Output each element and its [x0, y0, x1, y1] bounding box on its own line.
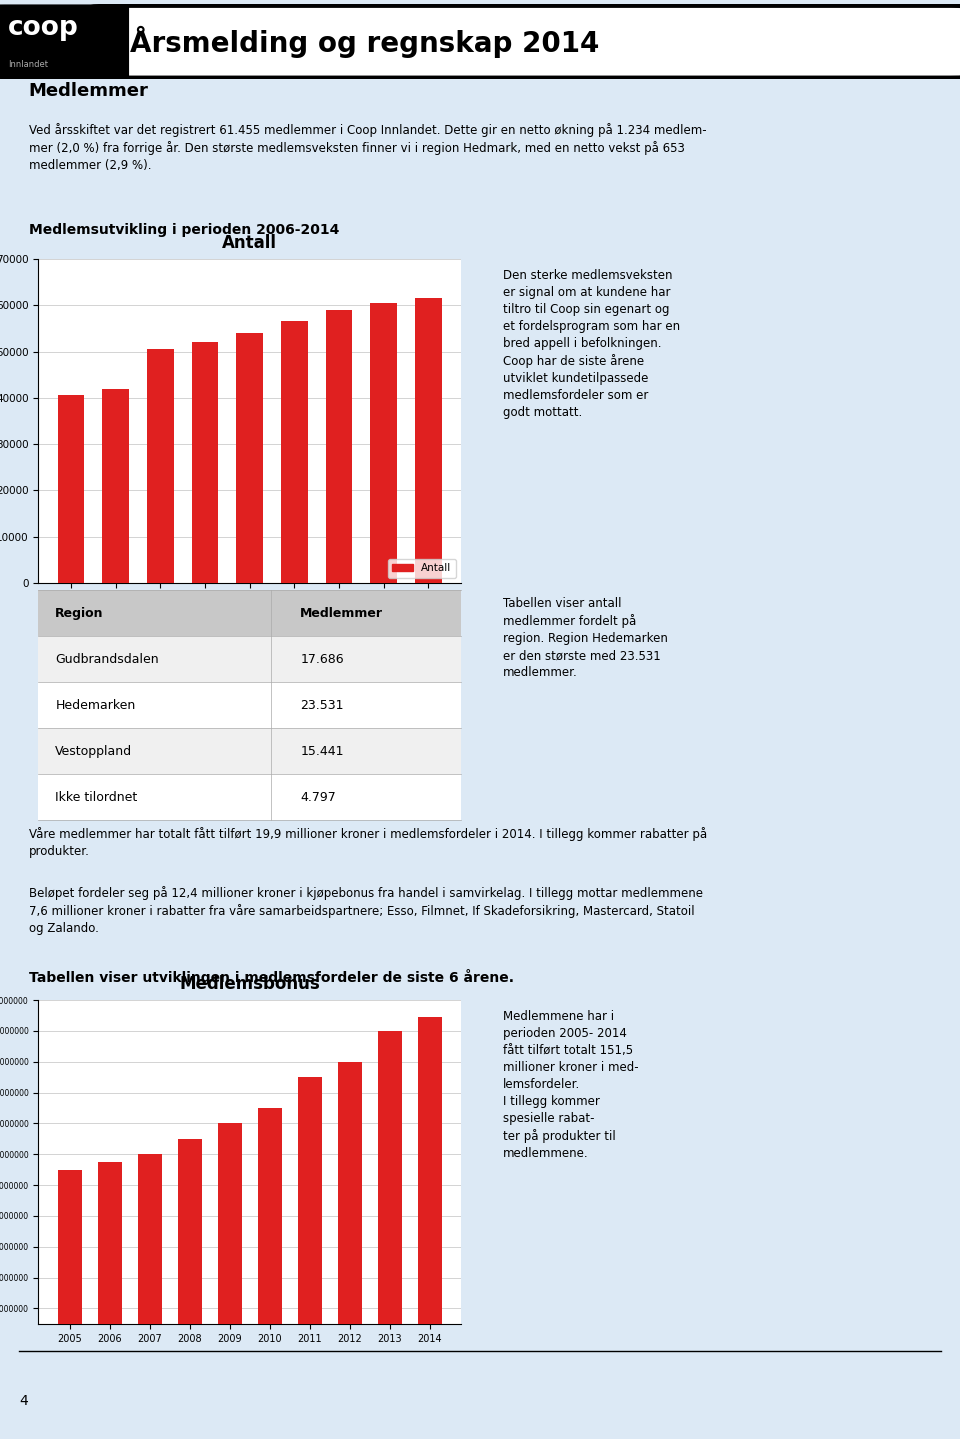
Bar	[325, 309, 352, 583]
Text: 17.686: 17.686	[300, 652, 344, 666]
Legend: Antall: Antall	[388, 560, 456, 577]
Bar	[178, 1138, 202, 1324]
Bar	[236, 332, 263, 583]
Bar	[58, 396, 84, 583]
Bar	[38, 774, 461, 820]
Bar	[218, 1124, 242, 1324]
Bar	[38, 728, 461, 774]
FancyBboxPatch shape	[0, 6, 128, 78]
FancyBboxPatch shape	[91, 6, 960, 78]
Bar	[371, 304, 396, 583]
Bar	[58, 1170, 82, 1324]
Text: Medlemmene har i
perioden 2005- 2014
fått tilført totalt 151,5
millioner kroner : Medlemmene har i perioden 2005- 2014 fåt…	[503, 1010, 638, 1160]
Bar	[338, 1062, 362, 1324]
Text: Region: Region	[56, 606, 104, 620]
Bar	[298, 1078, 322, 1324]
Text: 4: 4	[19, 1394, 28, 1409]
Text: Den sterke medlemsveksten
er signal om at kundene har
tiltro til Coop sin egenar: Den sterke medlemsveksten er signal om a…	[503, 269, 680, 419]
Text: 15.441: 15.441	[300, 744, 344, 758]
Bar	[415, 298, 442, 583]
Text: Medlemmer: Medlemmer	[29, 82, 149, 101]
Title: Medlemsbonus: Medlemsbonus	[180, 976, 320, 993]
Text: Innlandet: Innlandet	[8, 59, 48, 69]
Text: Våre medlemmer har totalt fått tilført 19,9 millioner kroner i medlemsfordeler i: Våre medlemmer har totalt fått tilført 1…	[29, 827, 707, 859]
Bar	[38, 636, 461, 682]
Text: Hedemarken: Hedemarken	[56, 698, 135, 712]
Text: Tabellen viser antall
medlemmer fordelt på
region. Region Hedemarken
er den stør: Tabellen viser antall medlemmer fordelt …	[503, 597, 667, 679]
Text: Medlemmer: Medlemmer	[300, 606, 383, 620]
Bar	[147, 350, 174, 583]
Bar	[281, 321, 307, 583]
Text: Vestoppland: Vestoppland	[56, 744, 132, 758]
Text: 4.797: 4.797	[300, 790, 336, 804]
Bar	[103, 389, 129, 583]
Bar	[137, 1154, 161, 1324]
Bar	[257, 1108, 281, 1324]
Text: Medlemsutvikling i perioden 2006-2014: Medlemsutvikling i perioden 2006-2014	[29, 223, 339, 237]
Text: Årsmelding og regnskap 2014: Årsmelding og regnskap 2014	[130, 26, 599, 58]
Bar	[192, 342, 218, 583]
Bar	[98, 1163, 122, 1324]
Text: coop: coop	[8, 16, 79, 42]
Text: 23.531: 23.531	[300, 698, 344, 712]
Title: Antall: Antall	[222, 235, 277, 252]
Bar	[418, 1017, 442, 1324]
Text: Ikke tilordnet: Ikke tilordnet	[56, 790, 137, 804]
Bar	[38, 682, 461, 728]
Text: Ved årsskiftet var det registrert 61.455 medlemmer i Coop Innlandet. Dette gir e: Ved årsskiftet var det registrert 61.455…	[29, 122, 707, 171]
Text: Tabellen viser utviklingen i medlemsfordeler de siste 6 årene.: Tabellen viser utviklingen i medlemsford…	[29, 968, 514, 986]
Bar	[38, 590, 461, 636]
Bar	[377, 1030, 401, 1324]
Text: Gudbrandsdalen: Gudbrandsdalen	[56, 652, 159, 666]
Text: Beløpet fordeler seg på 12,4 millioner kroner i kjøpebonus fra handel i samvirke: Beløpet fordeler seg på 12,4 millioner k…	[29, 886, 703, 935]
